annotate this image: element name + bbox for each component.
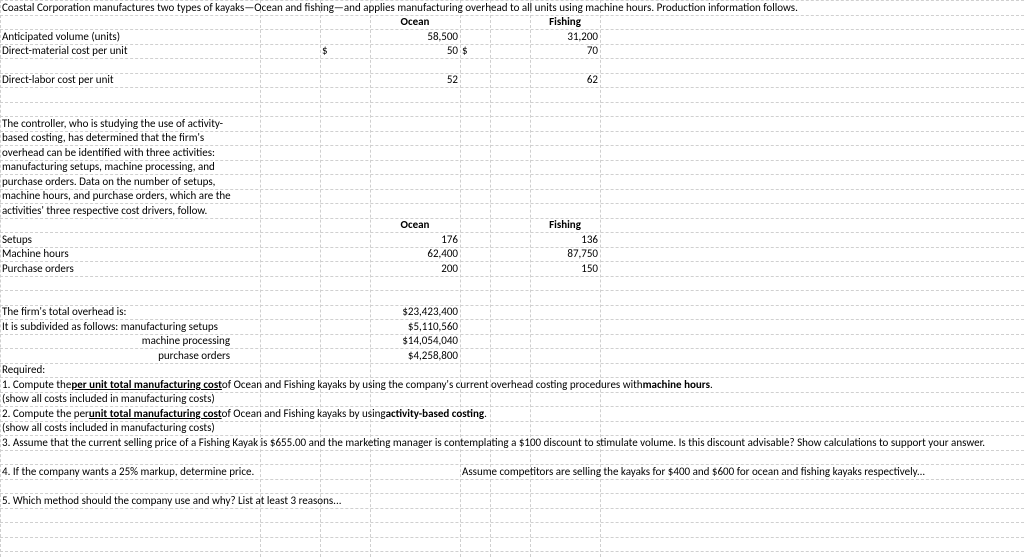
controller-text: purchase orders. Data on the number of s…	[0, 174, 260, 189]
row-label: Machine hours	[0, 247, 260, 262]
controller-text: machine hours, and purchase orders, whic…	[0, 189, 260, 204]
required-q4b: Assume competitors are selling the kayak…	[460, 464, 1024, 479]
required-show: (show all costs included in manufacturin…	[0, 392, 1024, 407]
row-label: machine processing	[0, 334, 260, 349]
required-title: Required:	[0, 363, 260, 378]
cell-value: 52	[370, 73, 460, 88]
cell-value: 150	[530, 261, 600, 276]
cell-value: 70	[530, 44, 600, 59]
cell-value: 62	[530, 73, 600, 88]
cell-value: $23,423,400	[370, 305, 460, 320]
cell-value: 200	[370, 261, 460, 276]
required-q2: 2. Compute the per unit total manufactur…	[0, 406, 1024, 421]
row-label: The firm's total overhead is:	[0, 305, 260, 320]
spreadsheet: Coastal Corporation manufactures two typ…	[0, 0, 1024, 557]
header-fishing: Fishing	[530, 15, 600, 30]
row-label: Setups	[0, 232, 260, 247]
row-label: It is subdivided as follows: manufacturi…	[0, 319, 260, 334]
currency-symbol: $	[320, 44, 370, 59]
cell-value: 31,200	[530, 29, 600, 44]
row-label: Anticipated volume (units)	[0, 29, 260, 44]
controller-text: based costing, has determined that the f…	[0, 131, 260, 146]
cell-value: $14,054,040	[370, 334, 460, 349]
intro-text: Coastal Corporation manufactures two typ…	[0, 0, 1024, 15]
cell-value: 136	[530, 232, 600, 247]
row-label: Purchase orders	[0, 261, 260, 276]
required-q4: 4. If the company wants a 25% markup, de…	[0, 464, 460, 479]
controller-text: activities' three respective cost driver…	[0, 203, 260, 218]
row-label: purchase orders	[0, 348, 260, 363]
cell-value: 58,500	[370, 29, 460, 44]
controller-text: manufacturing setups, machine processing…	[0, 160, 260, 175]
header-ocean: Ocean	[370, 15, 460, 30]
row-label: Direct-labor cost per unit	[0, 73, 260, 88]
cell-value: 62,400	[370, 247, 460, 262]
cell-value: $5,110,560	[370, 319, 460, 334]
cell-value: $4,258,800	[370, 348, 460, 363]
required-q1: 1. Compute the per unit total manufactur…	[0, 377, 1024, 392]
required-show: (show all costs included in manufacturin…	[0, 421, 1024, 436]
controller-text: overhead can be identified with three ac…	[0, 145, 260, 160]
cell-value: 50	[370, 44, 460, 59]
required-q3: 3. Assume that the current selling price…	[0, 435, 1024, 450]
cell-value: 87,750	[530, 247, 600, 262]
currency-symbol: $	[460, 44, 490, 59]
row-label: Direct-material cost per unit	[0, 44, 260, 59]
cell-value: 176	[370, 232, 460, 247]
header-fishing: Fishing	[530, 218, 600, 233]
controller-text: The controller, who is studying the use …	[0, 116, 260, 131]
header-ocean: Ocean	[370, 218, 460, 233]
required-q5: 5. Which method should the company use a…	[0, 493, 1024, 508]
